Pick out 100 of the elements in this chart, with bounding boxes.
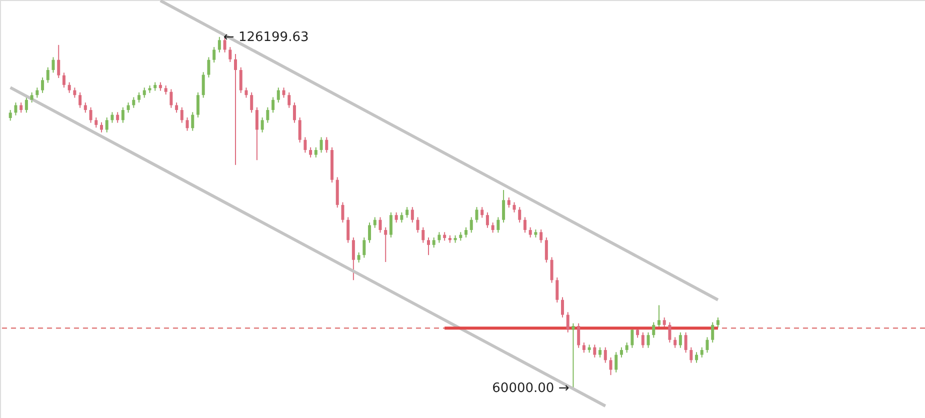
candlestick xyxy=(652,322,656,338)
candlestick xyxy=(518,206,522,224)
candlestick xyxy=(561,296,564,318)
candlestick xyxy=(250,92,254,114)
candlestick xyxy=(292,102,296,124)
candlestick xyxy=(266,106,270,124)
candlestick xyxy=(540,228,543,244)
candlestick xyxy=(678,332,682,348)
candlestick xyxy=(8,110,12,122)
candlestick xyxy=(496,216,500,234)
candlestick xyxy=(57,44,60,78)
candlestick xyxy=(180,106,184,124)
candlestick xyxy=(491,222,494,234)
candlestick xyxy=(378,216,382,234)
candlestick xyxy=(116,112,120,124)
candlestick xyxy=(228,46,232,62)
candlestick xyxy=(362,236,366,258)
candlestick xyxy=(223,38,226,53)
candlestick xyxy=(346,216,350,244)
candlestick xyxy=(282,87,286,98)
candlestick xyxy=(14,102,18,116)
candlestick xyxy=(373,216,376,228)
candlestick xyxy=(368,222,372,244)
candlestick xyxy=(100,122,103,133)
candlestick xyxy=(255,106,258,161)
candlestick xyxy=(690,346,693,364)
candlestick xyxy=(191,112,194,132)
candlestick xyxy=(406,206,409,218)
annotation: 60000.00 → xyxy=(492,381,570,396)
annotation: ← 126199.63 xyxy=(223,30,309,45)
candlestick xyxy=(470,216,473,234)
candlestick xyxy=(325,136,328,154)
candlestick xyxy=(46,66,50,84)
candlestick xyxy=(272,96,275,114)
candlestick xyxy=(389,212,392,238)
candlestick xyxy=(244,87,248,98)
candlestick xyxy=(706,336,709,354)
candlestick xyxy=(593,344,596,358)
candlestick xyxy=(94,116,98,128)
candlestick xyxy=(657,304,660,328)
candlestick xyxy=(384,226,388,262)
candlestick xyxy=(126,102,130,114)
candlestick xyxy=(507,196,510,208)
candlestick xyxy=(52,56,55,74)
candlestick xyxy=(400,212,404,224)
candlestick xyxy=(352,236,355,281)
candlestick xyxy=(341,202,344,224)
candlestick xyxy=(138,92,141,104)
candlestick xyxy=(486,212,489,228)
candlestick xyxy=(68,82,71,94)
candlestick xyxy=(212,46,216,64)
candlestick xyxy=(426,236,430,256)
candlestick xyxy=(288,92,291,108)
candlestick xyxy=(475,206,478,224)
candlestick xyxy=(528,226,532,238)
candlestick xyxy=(464,226,468,238)
candlestick xyxy=(502,190,506,224)
candlestick xyxy=(523,216,526,234)
candlestick xyxy=(566,312,570,333)
candlestick xyxy=(62,72,66,88)
candlestick xyxy=(357,252,360,264)
candlestick xyxy=(550,256,554,284)
candlestick xyxy=(110,112,114,124)
candlestick xyxy=(512,202,516,213)
candlestick xyxy=(142,87,146,98)
candlestick xyxy=(202,72,205,98)
candlestick xyxy=(604,346,607,364)
candlestick xyxy=(304,136,307,154)
candlestick xyxy=(320,136,323,154)
candlestick xyxy=(20,102,23,114)
candlestick xyxy=(36,87,39,98)
candlestick xyxy=(121,106,124,124)
candlestick xyxy=(416,216,420,234)
candlestick xyxy=(480,206,484,218)
candlestick xyxy=(438,232,441,244)
candlestick xyxy=(598,346,602,358)
candlestick xyxy=(170,88,173,108)
candlestick xyxy=(84,102,87,114)
candlestick xyxy=(41,76,44,94)
candlestick xyxy=(662,316,666,328)
candlestick xyxy=(674,336,677,348)
candlestick xyxy=(186,116,189,132)
candlestick xyxy=(196,92,200,118)
candlestick xyxy=(164,84,168,96)
candlestick xyxy=(544,236,548,264)
candlestick xyxy=(314,146,318,158)
candlestick xyxy=(175,102,178,114)
candlestick xyxy=(218,36,221,53)
candlestick xyxy=(609,356,612,376)
candlestick xyxy=(394,212,398,224)
candlestick xyxy=(78,92,82,108)
candlestick xyxy=(89,106,92,124)
candlestick xyxy=(24,96,28,114)
candlestick xyxy=(695,352,698,364)
candlestick xyxy=(582,342,586,354)
candlestick xyxy=(105,116,108,133)
candlestick xyxy=(309,146,312,158)
candlestick xyxy=(298,116,302,144)
candlestick xyxy=(641,332,644,348)
candlestick xyxy=(422,226,425,244)
